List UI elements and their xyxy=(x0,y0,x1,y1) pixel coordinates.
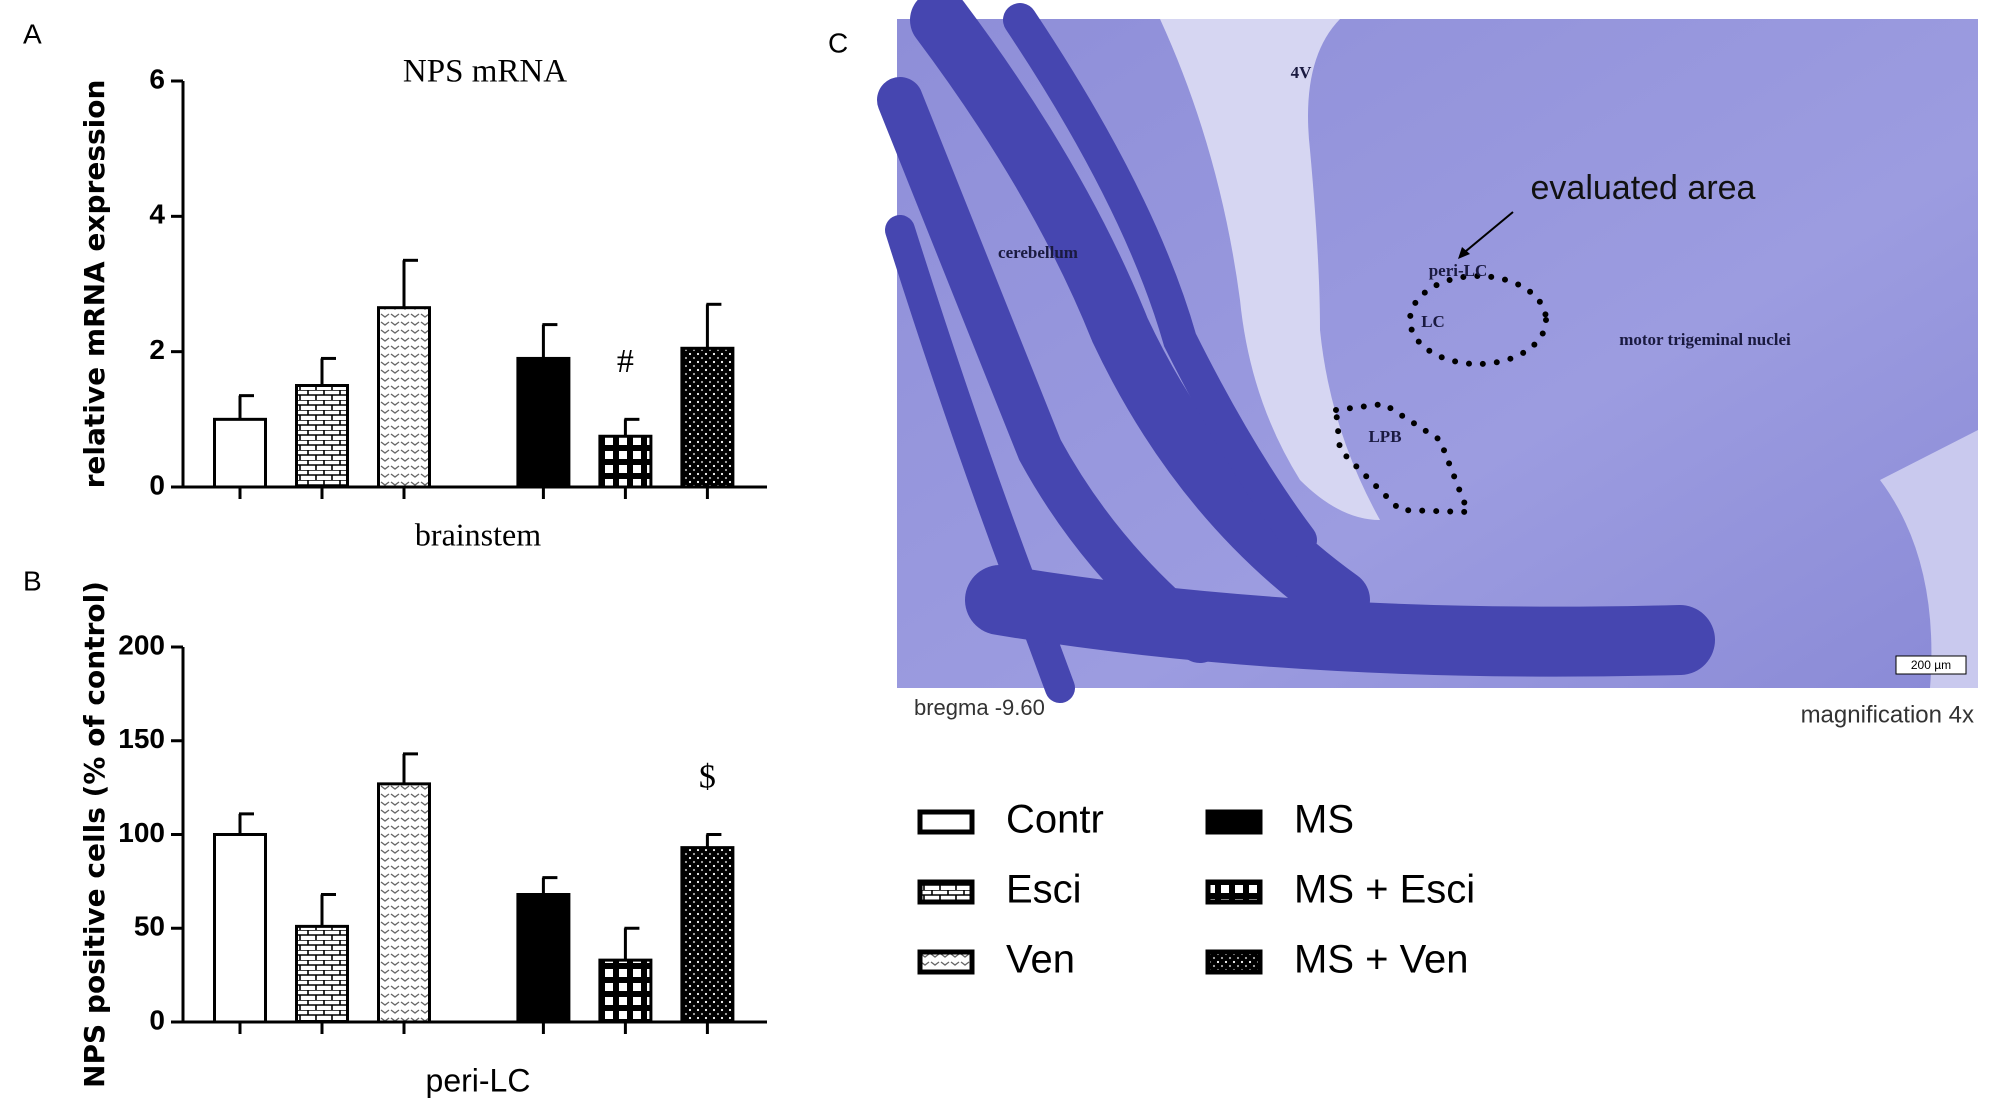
legend-swatch xyxy=(917,949,975,975)
y-tick-label: 2 xyxy=(149,334,165,365)
y-tick-label: 4 xyxy=(149,199,165,230)
legend-label: MS + Esci xyxy=(1294,868,1475,912)
panel-label: A xyxy=(23,18,42,49)
bar xyxy=(213,833,267,1024)
bar xyxy=(377,306,431,489)
image-panel: 4V evaluated area cerebellum peri-LC LC … xyxy=(877,0,1978,728)
legend-swatch xyxy=(1205,949,1263,975)
legend-swatch xyxy=(1205,879,1263,905)
y-axis-label: relative mRNA expression xyxy=(78,80,111,489)
caption: bregma -9.60 xyxy=(914,695,1045,720)
bar xyxy=(295,384,349,489)
bar xyxy=(680,846,735,1024)
bar xyxy=(377,782,431,1024)
bar xyxy=(598,434,653,489)
x-axis-label: peri-LC xyxy=(426,1062,531,1098)
bar xyxy=(213,417,267,489)
legend-label: MS xyxy=(1294,798,1354,842)
tissue-edge xyxy=(1880,430,1978,688)
cerebellum-folia xyxy=(877,0,1715,703)
significance-marker: $ xyxy=(699,758,716,795)
x-axis-label: brainstem xyxy=(415,516,541,552)
scale-bar xyxy=(1895,655,1967,675)
legend-swatch xyxy=(917,879,975,905)
bar xyxy=(516,893,571,1024)
chart-title: NPS mRNA xyxy=(403,54,567,90)
bar xyxy=(295,924,349,1024)
legend-label: MS + Ven xyxy=(1294,938,1469,982)
image-label: LC xyxy=(1421,312,1445,331)
arrow-head xyxy=(1458,247,1470,259)
panel-label: B xyxy=(23,565,42,596)
image-label: motor trigeminal nuclei xyxy=(1619,330,1791,349)
caption: magnification 4x xyxy=(1801,701,1974,728)
image-label: 4V xyxy=(1291,63,1313,82)
y-tick-label: 200 xyxy=(118,629,165,660)
significance-marker: # xyxy=(617,343,634,380)
y-tick-label: 0 xyxy=(149,469,165,500)
y-axis-label: NPS positive cells (% of control) xyxy=(78,581,111,1088)
legend-label: Ven xyxy=(1006,938,1075,982)
legend-swatch xyxy=(917,809,975,835)
arrow xyxy=(1459,211,1514,257)
y-tick-label: 50 xyxy=(134,911,165,942)
image-label: peri-LC xyxy=(1429,261,1488,280)
lc-outline xyxy=(1407,273,1549,367)
bar xyxy=(516,356,571,489)
legend-label: Esci xyxy=(1006,868,1082,912)
bar xyxy=(598,958,653,1024)
y-tick-label: 6 xyxy=(149,63,165,94)
scale-label: 200 µm xyxy=(1911,658,1951,672)
y-tick-label: 150 xyxy=(118,723,165,754)
image-label: evaluated area xyxy=(1531,169,1756,207)
panel-label: C xyxy=(828,27,848,58)
legend-swatch xyxy=(1205,809,1263,835)
image-label: cerebellum xyxy=(998,243,1078,262)
image-label: LPB xyxy=(1368,427,1401,446)
bar xyxy=(680,346,735,489)
y-tick-label: 100 xyxy=(118,817,165,848)
ventricle xyxy=(1160,19,1380,520)
legend-label: Contr xyxy=(1006,798,1104,842)
y-tick-label: 0 xyxy=(149,1004,165,1035)
